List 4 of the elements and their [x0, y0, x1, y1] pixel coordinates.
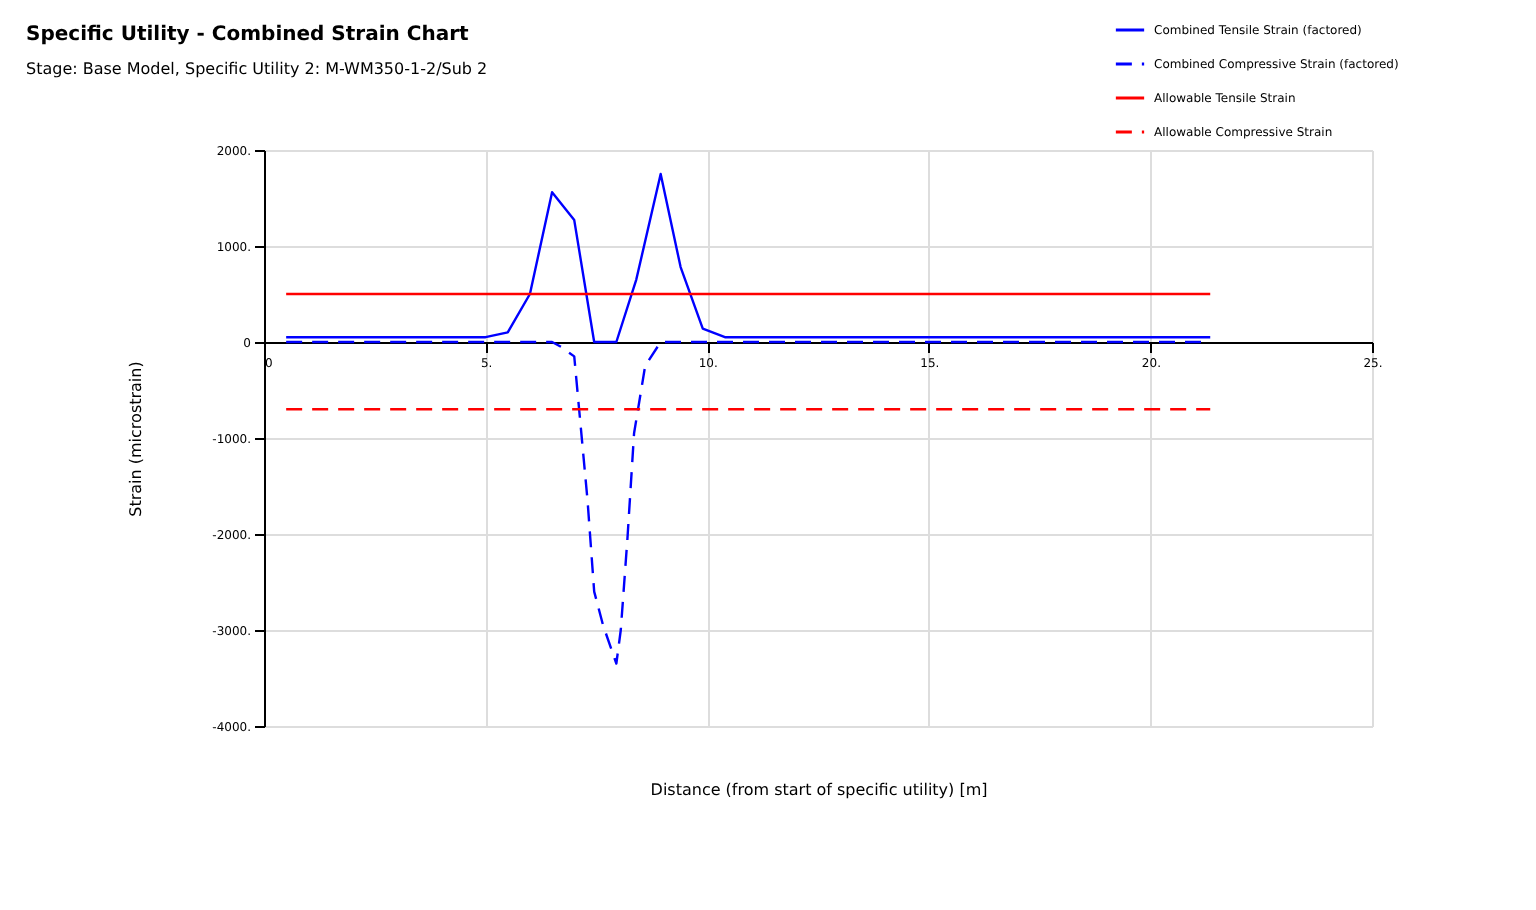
chart-title: Specific Utility - Combined Strain Chart	[26, 24, 469, 46]
x-axis-title: Distance (from start of specific utility) [m]	[650, 781, 988, 799]
y-axis-title: Strain (microstrain)	[127, 361, 145, 517]
chart-subtitle: Stage: Base Model, Specific Utility 2: M-WM350-1-2/Sub 2	[26, 60, 488, 78]
